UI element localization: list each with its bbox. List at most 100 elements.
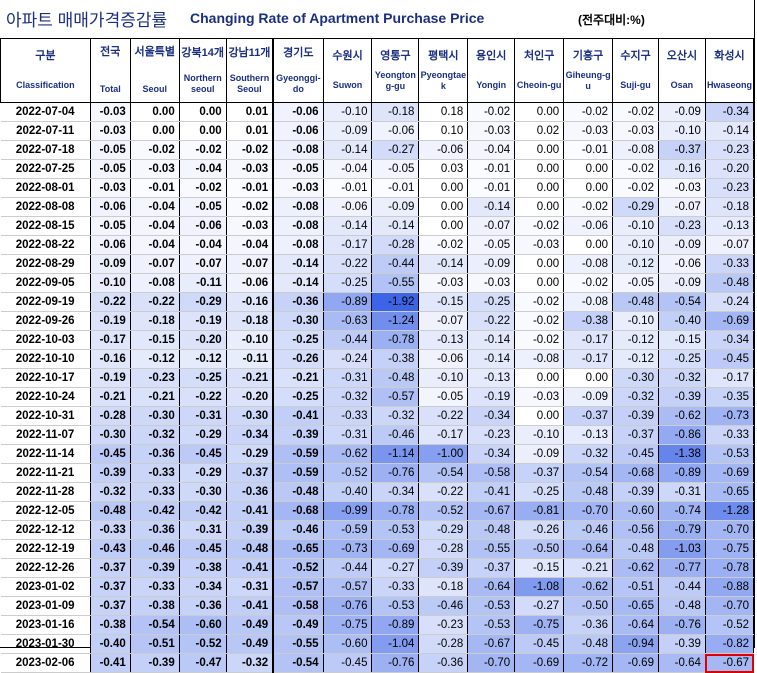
table-cell: -0.02 bbox=[563, 197, 614, 217]
table-cell: -0.30 bbox=[130, 406, 180, 426]
price-change-table: 구분 Classification 전국 Total 서울특별 Seoul 강북14개… bbox=[0, 38, 755, 673]
table-cell: -0.68 bbox=[612, 463, 659, 483]
table-cell: -0.11 bbox=[226, 349, 275, 369]
header-gyeonggi: 경기도 Gyeonggi-do bbox=[272, 38, 324, 103]
table-cell: -0.14 bbox=[323, 216, 373, 236]
table-cell: -0.36 bbox=[130, 444, 180, 464]
table-row: 2022-09-19 -0.22 -0.22 -0.29 -0.16 -0.36 -0.89… bbox=[0, 292, 755, 312]
table-cell: -0.12 bbox=[179, 349, 227, 369]
row-date: 2022-10-24 bbox=[0, 387, 91, 407]
table-cell: -0.48 bbox=[467, 520, 516, 540]
table-cell: -0.48 bbox=[563, 634, 614, 654]
table-cell: -0.02 bbox=[612, 178, 659, 198]
table-cell: -0.32 bbox=[90, 482, 131, 502]
table-cell: -0.25 bbox=[273, 387, 324, 407]
table-cell: -0.23 bbox=[467, 425, 516, 445]
table-cell: -0.48 bbox=[658, 596, 706, 616]
table-cell: -0.68 bbox=[273, 501, 324, 521]
table-cell: -0.08 bbox=[273, 140, 324, 160]
table-cell: -0.04 bbox=[130, 235, 180, 255]
table-cell: -0.08 bbox=[130, 273, 180, 293]
table-cell: -0.04 bbox=[179, 159, 227, 179]
table-cell: -0.38 bbox=[130, 596, 180, 616]
table-cell: -0.45 bbox=[323, 653, 373, 673]
table-cell: -0.39 bbox=[273, 425, 324, 445]
table-cell: -0.48 bbox=[612, 292, 659, 312]
table-cell: -0.32 bbox=[323, 387, 373, 407]
row-date: 2022-07-25 bbox=[0, 159, 91, 179]
table-cell: -1.03 bbox=[658, 539, 706, 559]
table-cell: -1.28 bbox=[705, 501, 755, 521]
table-cell: -0.41 bbox=[226, 558, 275, 578]
table-cell: -0.62 bbox=[612, 558, 659, 578]
table-cell: -0.02 bbox=[563, 273, 614, 293]
table-cell: -0.79 bbox=[658, 520, 706, 540]
table-cell: -0.15 bbox=[514, 558, 565, 578]
header-yeongtong: 영통구 Yeongtong-gu bbox=[371, 38, 420, 103]
table-cell: -0.45 bbox=[514, 634, 565, 654]
table-cell: -0.48 bbox=[273, 482, 324, 502]
table-cell: -0.06 bbox=[658, 254, 706, 274]
table-cell: -0.14 bbox=[467, 197, 516, 217]
table-cell: -0.34 bbox=[179, 577, 227, 597]
header-classification: 구분 Classification bbox=[0, 38, 91, 103]
table-cell: -0.49 bbox=[273, 615, 324, 635]
table-cell: -0.27 bbox=[371, 558, 420, 578]
table-cell: -0.57 bbox=[273, 577, 324, 597]
table-cell: -0.31 bbox=[179, 406, 227, 426]
table-cell: -1.38 bbox=[658, 444, 706, 464]
table-cell: -0.46 bbox=[371, 425, 420, 445]
table-cell: -0.44 bbox=[371, 254, 420, 274]
table-cell: -0.05 bbox=[467, 235, 516, 255]
table-cell: -0.94 bbox=[612, 634, 659, 654]
table-row: 2022-10-24 -0.21 -0.21 -0.22 -0.20 -0.25 -0.32… bbox=[0, 387, 755, 407]
table-cell: -0.57 bbox=[323, 577, 373, 597]
table-cell: -0.28 bbox=[418, 539, 469, 559]
table-cell: -0.37 bbox=[514, 463, 565, 483]
table-cell: -0.33 bbox=[130, 577, 180, 597]
table-cell: -0.31 bbox=[323, 368, 373, 388]
table-cell: -0.02 bbox=[418, 235, 469, 255]
table-cell: -0.70 bbox=[563, 501, 614, 521]
table-cell: -0.06 bbox=[90, 235, 131, 255]
table-cell: -0.69 bbox=[371, 539, 420, 559]
row-date: 2022-08-15 bbox=[0, 216, 91, 236]
table-cell: -0.67 bbox=[467, 501, 516, 521]
table-cell: -0.17 bbox=[705, 368, 755, 388]
table-cell: -0.22 bbox=[179, 387, 227, 407]
table-cell: -0.52 bbox=[179, 634, 227, 654]
table-cell: -0.31 bbox=[323, 425, 373, 445]
table-cell: -0.52 bbox=[705, 615, 755, 635]
table-cell: -0.34 bbox=[467, 444, 516, 464]
table-cell: -0.18 bbox=[226, 311, 275, 331]
header-yongin: 용인시 Yongin bbox=[467, 38, 516, 103]
table-cell: -0.34 bbox=[467, 406, 516, 426]
table-cell: -0.01 bbox=[467, 159, 516, 179]
table-row: 2022-09-26 -0.19 -0.18 -0.19 -0.18 -0.30 -0.63… bbox=[0, 311, 755, 331]
table-cell: -0.19 bbox=[90, 311, 131, 331]
table-cell: -0.03 bbox=[514, 235, 565, 255]
table-cell: -0.19 bbox=[90, 368, 131, 388]
table-cell: -0.76 bbox=[658, 615, 706, 635]
table-cell: -0.05 bbox=[418, 387, 469, 407]
table-cell: -0.09 bbox=[658, 102, 706, 122]
header-suji: 수지구 Suji-gu bbox=[612, 38, 659, 103]
table-cell: -0.01 bbox=[467, 178, 516, 198]
table-cell: -0.07 bbox=[658, 197, 706, 217]
table-cell: -0.81 bbox=[514, 501, 565, 521]
table-cell: -0.03 bbox=[658, 178, 706, 198]
table-cell: -0.10 bbox=[226, 330, 275, 350]
table-cell: -0.37 bbox=[226, 463, 275, 483]
table-cell: -0.45 bbox=[179, 444, 227, 464]
table-cell: -0.17 bbox=[323, 235, 373, 255]
table-cell: -0.12 bbox=[130, 349, 180, 369]
table-cell: 0.00 bbox=[563, 368, 614, 388]
table-cell: -0.19 bbox=[179, 311, 227, 331]
table-cell: -0.03 bbox=[90, 121, 131, 141]
table-cell: 0.00 bbox=[418, 197, 469, 217]
table-cell: -1.14 bbox=[371, 444, 420, 464]
table-row: 2022-08-22 -0.06 -0.04 -0.04 -0.04 -0.08 -0.17… bbox=[0, 235, 755, 255]
table-row: 2022-11-14 -0.45 -0.36 -0.45 -0.29 -0.59 -0.62… bbox=[0, 444, 755, 464]
table-cell: -0.07 bbox=[179, 254, 227, 274]
table-cell: -0.32 bbox=[563, 444, 614, 464]
